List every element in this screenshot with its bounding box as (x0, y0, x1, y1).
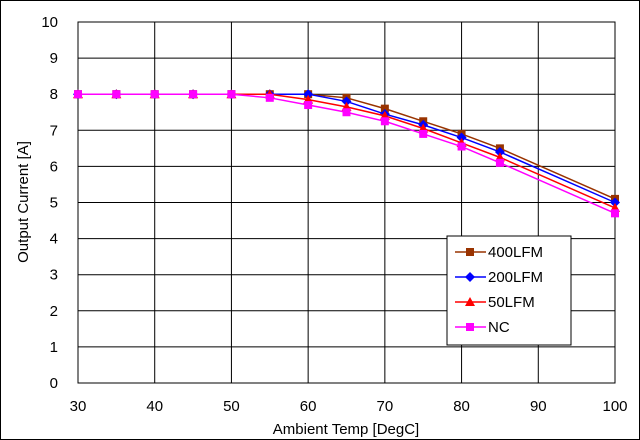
legend-label: 200LFM (488, 269, 543, 286)
data-point (341, 96, 352, 107)
y-tick-label: 8 (50, 86, 58, 103)
y-axis-label: Output Current [A] (15, 141, 32, 263)
data-point (611, 209, 619, 218)
data-point (380, 117, 389, 126)
data-point (610, 197, 620, 208)
data-point (342, 108, 351, 117)
legend-item: 200LFM (455, 269, 543, 286)
x-tick-label: 70 (377, 398, 394, 415)
data-point (150, 90, 159, 99)
legend-item: NC (455, 319, 510, 336)
data-point (189, 90, 198, 99)
x-tick-label: 90 (530, 398, 547, 415)
data-point (456, 132, 467, 143)
data-point (304, 101, 313, 110)
series-group (73, 89, 620, 218)
data-point (227, 90, 236, 99)
x-tick-label: 80 (453, 398, 470, 415)
x-axis-label: Ambient Temp [DegC] (273, 421, 419, 438)
y-tick-label: 5 (50, 195, 58, 212)
data-point (112, 90, 121, 99)
x-tick-label: 60 (300, 398, 317, 415)
y-tick-label: 4 (50, 231, 58, 248)
y-tick-label: 3 (50, 267, 58, 284)
legend-label: 400LFM (488, 244, 543, 261)
x-tick-label: 50 (223, 398, 240, 415)
y-tick-labels: 0 1 2 3 4 5 6 7 8 9 10 (41, 14, 58, 392)
y-tick-label: 0 (50, 375, 58, 392)
x-tick-label: 40 (146, 398, 163, 415)
legend-marker (466, 248, 474, 256)
y-tick-label: 2 (50, 303, 58, 320)
legend-marker (465, 297, 475, 306)
y-tick-label: 1 (50, 339, 58, 356)
y-tick-label: 9 (50, 50, 58, 67)
y-tick-label: 6 (50, 158, 58, 175)
legend-label: 50LFM (488, 294, 535, 311)
data-point (265, 93, 274, 102)
y-tick-label: 7 (50, 122, 58, 139)
legend-item: 400LFM (455, 244, 543, 261)
x-tick-labels: 30 40 50 60 70 80 90 100 (70, 398, 628, 415)
legend-marker (466, 323, 474, 331)
x-tick-label: 30 (70, 398, 87, 415)
series-NC (74, 90, 619, 218)
data-point (495, 158, 504, 167)
legend-item: 50LFM (455, 294, 535, 311)
legend-label: NC (488, 319, 510, 336)
y-tick-label: 10 (41, 14, 58, 31)
data-point (74, 90, 82, 99)
legend-marker (465, 272, 475, 282)
data-point (419, 129, 428, 138)
data-point (380, 104, 389, 113)
legend: 400LFM 200LFM 50LFM NC (446, 235, 572, 346)
data-point (494, 146, 505, 157)
data-point (303, 89, 314, 100)
data-point (457, 142, 466, 151)
x-tick-label: 100 (602, 398, 627, 415)
